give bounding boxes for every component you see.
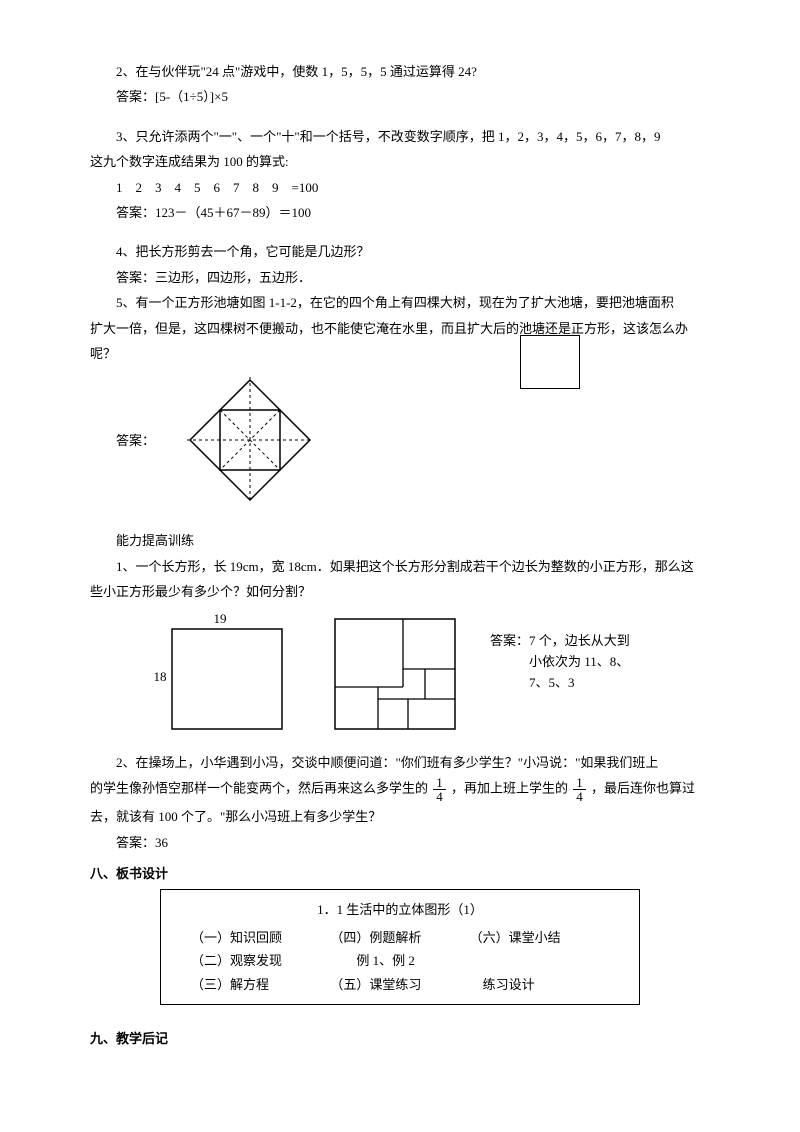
board-r3c2: （五）课堂练习 bbox=[330, 973, 469, 996]
p2-prompt3: 去，就该有 100 个了。"那么小冯班上有多少学生？ bbox=[90, 805, 710, 828]
ability-header: 能力提高训练 bbox=[90, 529, 710, 552]
q2-answer: 答案：[5-（1÷5）]×5 bbox=[90, 85, 710, 108]
board-row1: （一）知识回顾 （四）例题解析 （六）课堂小结 bbox=[181, 926, 619, 949]
q3-answer: 答案：123－（45＋67－89）＝100 bbox=[90, 201, 710, 224]
rect-diagram: 19 18 答案：7 个，边长从大到 小依次为 11、8、 7、5、3 bbox=[150, 611, 710, 738]
rect-answer: 答案：7 个，边长从大到 小依次为 11、8、 7、5、3 bbox=[490, 631, 630, 693]
q3-prompt2: 这九个数字连成结果为 100 的算式: bbox=[90, 150, 710, 173]
board-r1c1: （一）知识回顾 bbox=[191, 926, 330, 949]
board-title: 1．1 生活中的立体图形（1） bbox=[181, 898, 619, 921]
board-r3c3: 练习设计 bbox=[470, 973, 609, 996]
frac1-den: 4 bbox=[433, 790, 446, 803]
small-square-figure bbox=[520, 335, 580, 389]
diamond-figure bbox=[185, 375, 315, 505]
frac1: 1 4 bbox=[433, 776, 446, 803]
rect-outline-svg: 19 18 bbox=[150, 611, 290, 731]
frac1-num: 1 bbox=[433, 776, 446, 790]
frac2-den: 4 bbox=[573, 790, 586, 803]
q5-prompt2-text: 扩大一倍，但是，这四棵树不便搬动，也不能使它淹在水里，而且扩大后的池塘还是正方形… bbox=[90, 321, 688, 336]
board-r2c2: 例 1、例 2 bbox=[330, 949, 469, 972]
section8-header: 八、板书设计 bbox=[90, 862, 710, 885]
p2-prompt2: 的学生像孙悟空那样一个能变两个，然后再来这么多学生的 1 4 ，再加上班上学生的… bbox=[90, 776, 710, 803]
label-18: 18 bbox=[154, 669, 167, 684]
board-r2c1: （二）观察发现 bbox=[191, 949, 330, 972]
p2-prompt1: 2、在操场上，小华遇到小冯，交谈中顺便问道："你们班有多少学生？"小冯说："如果… bbox=[90, 751, 710, 774]
p2-prompt2c: ，最后连你也算过 bbox=[591, 781, 695, 796]
q5-prompt1-text: 5、有一个正方形池塘如图 1-1-2，在它的四个角上有四棵大树，现在为了扩大池塘… bbox=[116, 295, 674, 310]
p1-prompt2: 些小正方形最少有多少个？如何分割？ bbox=[90, 580, 710, 603]
rect-left: 19 18 bbox=[150, 611, 290, 738]
frac2: 1 4 bbox=[573, 776, 586, 803]
q3-prompt1: 3、只允许添两个"一"、一个"十"和一个括号，不改变数字顺序，把 1，2，3，4… bbox=[90, 125, 710, 148]
partition-svg bbox=[330, 611, 460, 731]
q2-prompt: 2、在与伙伴玩"24 点"游戏中，使数 1，5，5，5 通过运算得 24? bbox=[90, 60, 710, 83]
p1-prompt1: 1、一个长方形，长 19cm，宽 18cm．如果把这个长方形分割成若干个边长为整… bbox=[90, 555, 710, 578]
q5-prompt1: 5、有一个正方形池塘如图 1-1-2，在它的四个角上有四棵大树，现在为了扩大池塘… bbox=[90, 291, 710, 314]
section9-header: 九、教学后记 bbox=[90, 1027, 710, 1050]
q4-prompt: 4、把长方形剪去一个角，它可能是几边形？ bbox=[90, 240, 710, 263]
p1-answer1: 答案：7 个，边长从大到 bbox=[490, 631, 630, 652]
p1-answer2: 小依次为 11、8、 bbox=[490, 652, 630, 673]
p1-answer3: 7、5、3 bbox=[490, 673, 630, 694]
q3-equation: 1 2 3 4 5 6 7 8 9 =100 bbox=[90, 176, 710, 199]
p2-prompt2b: ，再加上班上学生的 bbox=[451, 781, 571, 796]
board-r1c2: （四）例题解析 bbox=[330, 926, 469, 949]
frac2-num: 1 bbox=[573, 776, 586, 790]
q5-answer-row: 答案： bbox=[90, 375, 710, 505]
board-row3: （三）解方程 （五）课堂练习 练习设计 bbox=[181, 973, 619, 996]
p2-answer: 答案：36 bbox=[90, 831, 710, 854]
board-r2c3 bbox=[470, 949, 609, 972]
q5-prompt2: 扩大一倍，但是，这四棵树不便搬动，也不能使它淹在水里，而且扩大后的池塘还是正方形… bbox=[90, 317, 710, 340]
board-row2: （二）观察发现 例 1、例 2 bbox=[181, 949, 619, 972]
board-r3c1: （三）解方程 bbox=[191, 973, 330, 996]
q5-answer-label: 答案： bbox=[116, 429, 155, 452]
board-r1c3: （六）课堂小结 bbox=[470, 926, 609, 949]
q4-answer: 答案：三边形，四边形，五边形． bbox=[90, 266, 710, 289]
p2-prompt2a: 的学生像孙悟空那样一个能变两个，然后再来这么多学生的 bbox=[90, 781, 431, 796]
board-table: 1．1 生活中的立体图形（1） （一）知识回顾 （四）例题解析 （六）课堂小结 … bbox=[160, 889, 640, 1005]
label-19: 19 bbox=[214, 611, 227, 626]
q5-prompt3: 呢？ bbox=[90, 342, 710, 365]
rect-partition bbox=[330, 611, 460, 738]
